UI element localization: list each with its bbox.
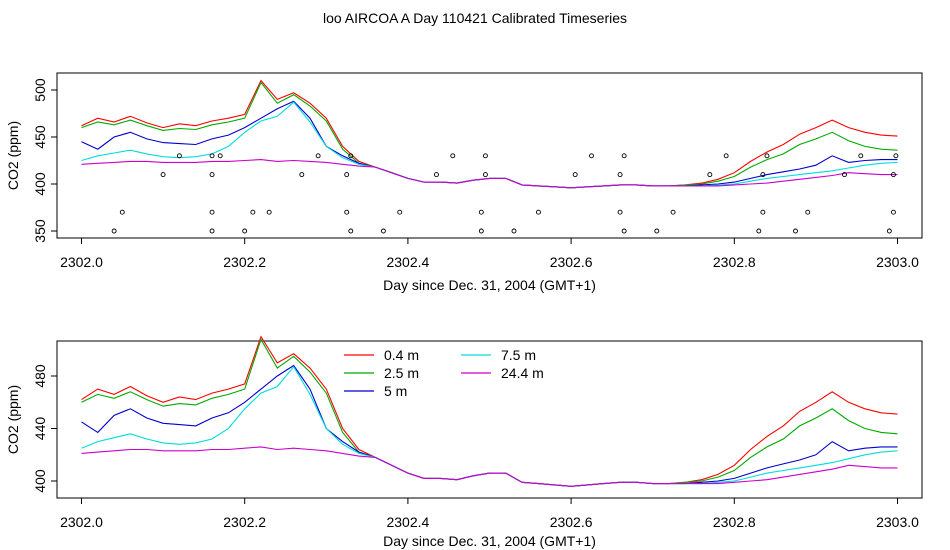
series-line-4 — [81, 159, 898, 189]
data-point — [760, 209, 766, 215]
y-tick-label: 440 — [32, 417, 48, 441]
legend-label: 2.5 m — [384, 365, 419, 381]
series-line-1 — [81, 337, 898, 487]
data-point — [511, 228, 517, 234]
data-point — [756, 228, 762, 234]
data-point — [536, 209, 541, 215]
data-point — [176, 153, 182, 159]
data-point — [209, 209, 215, 215]
data-point — [764, 153, 770, 159]
y-axis-label: CO2 (ppm) — [5, 121, 21, 190]
data-point — [890, 172, 896, 178]
data-point — [482, 172, 488, 178]
x-tick-label: 2302.8 — [713, 514, 756, 530]
y-axis-label: CO2 (ppm) — [5, 385, 21, 454]
x-axis-label: Day since Dec. 31, 2004 (GMT+1) — [383, 533, 596, 549]
data-point — [654, 228, 660, 234]
x-tick-label: 2302.8 — [713, 254, 756, 270]
legend-label: 5 m — [384, 383, 407, 399]
data-point — [793, 228, 798, 234]
x-tick-label: 2302.4 — [386, 254, 429, 270]
plot-frame — [56, 72, 923, 239]
series-line-1 — [81, 81, 898, 189]
data-point — [450, 153, 456, 159]
data-point — [589, 153, 594, 159]
series-line-0 — [81, 335, 898, 487]
data-point — [160, 172, 166, 178]
y-tick-label: 400 — [32, 172, 48, 196]
data-point — [434, 172, 439, 178]
data-point — [111, 228, 117, 234]
data-point — [348, 228, 354, 234]
data-point — [209, 172, 215, 178]
legend-label: 24.4 m — [501, 365, 544, 381]
series-line-0 — [81, 79, 898, 189]
y-tick-label: 480 — [32, 364, 48, 388]
data-point — [621, 228, 627, 234]
data-point — [670, 209, 676, 215]
x-axis-label: Day since Dec. 31, 2004 (GMT+1) — [383, 277, 596, 293]
data-point — [344, 172, 350, 178]
data-point — [397, 209, 403, 215]
y-tick-label: 450 — [32, 125, 48, 149]
data-point — [707, 172, 713, 178]
data-point — [482, 153, 488, 159]
data-point — [315, 153, 321, 159]
data-point — [617, 209, 623, 215]
data-point — [266, 209, 272, 215]
data-point — [893, 153, 899, 159]
data-point — [250, 209, 256, 215]
data-point — [858, 153, 864, 159]
data-point — [119, 209, 125, 215]
legend-label: 7.5 m — [501, 347, 536, 363]
y-tick-label: 400 — [32, 469, 48, 493]
x-tick-label: 2303.0 — [876, 254, 919, 270]
data-point — [348, 153, 354, 159]
data-point — [805, 209, 811, 215]
data-point — [886, 228, 892, 234]
data-point — [723, 153, 729, 159]
x-tick-label: 2302.4 — [386, 514, 429, 530]
series-line-2 — [81, 100, 898, 189]
x-tick-label: 2302.2 — [223, 254, 266, 270]
data-point — [621, 153, 627, 159]
data-point — [842, 172, 847, 178]
series-line-4 — [81, 446, 898, 487]
series-line-2 — [81, 364, 898, 487]
data-point — [242, 228, 248, 234]
data-point — [478, 209, 484, 215]
x-tick-label: 2302.6 — [550, 254, 593, 270]
legend-label: 0.4 m — [384, 347, 419, 363]
data-point — [617, 172, 623, 178]
data-point — [572, 172, 578, 178]
data-point — [890, 209, 896, 215]
data-point — [209, 228, 215, 234]
data-point — [478, 228, 484, 234]
plot-frame — [56, 340, 923, 499]
x-tick-label: 2302.0 — [60, 514, 103, 530]
series-line-3 — [81, 101, 898, 189]
data-point — [217, 153, 223, 159]
chart-title: loo AIRCOA A Day 110421 Calibrated Times… — [322, 10, 627, 26]
data-point — [760, 172, 766, 178]
x-tick-label: 2302.6 — [550, 514, 593, 530]
data-point — [380, 228, 386, 234]
x-tick-label: 2302.2 — [223, 514, 266, 530]
data-point — [344, 209, 350, 215]
y-tick-label: 350 — [32, 219, 48, 243]
data-point — [299, 172, 305, 178]
x-tick-label: 2303.0 — [876, 514, 919, 530]
x-tick-label: 2302.0 — [60, 254, 103, 270]
data-point — [209, 153, 215, 159]
y-tick-label: 500 — [32, 78, 48, 102]
series-line-3 — [81, 365, 898, 487]
